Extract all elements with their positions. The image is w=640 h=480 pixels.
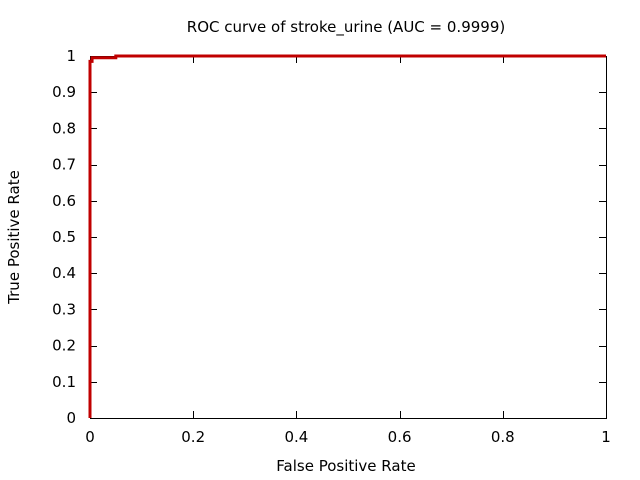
y-tick-label: 0	[66, 409, 76, 427]
y-tick-label: 0.6	[52, 192, 76, 210]
y-tick-label: 0.8	[52, 119, 76, 137]
chart-title: ROC curve of stroke_urine (AUC = 0.9999)	[187, 18, 505, 37]
plot-frame	[90, 56, 607, 419]
roc-curve-line	[88, 54, 606, 418]
x-tick-label: 0.6	[388, 428, 412, 446]
x-tick-label: 0.2	[181, 428, 205, 446]
y-tick-label: 0.9	[52, 83, 76, 101]
y-tick-label: 0.1	[52, 373, 76, 391]
y-tick-label: 0.5	[52, 228, 76, 246]
x-tick-label: 0.4	[284, 428, 308, 446]
y-tick-label: 0.7	[52, 156, 76, 174]
y-tick-label: 1	[66, 47, 76, 65]
y-tick-label: 0.3	[52, 300, 76, 318]
y-tick-label: 0.2	[52, 337, 76, 355]
x-tick-label: 1	[601, 428, 611, 446]
x-tick-label: 0	[85, 428, 95, 446]
series-group	[88, 54, 607, 419]
x-axis-label: False Positive Rate	[276, 457, 415, 475]
axis-ticks: 0 0.2 0.4 0.6 0.8 1 0 0.1 0.2 0.3 0.4 0.5 0.6 0.7 0.8 0…	[52, 47, 611, 446]
y-tick-label: 0.4	[52, 264, 76, 282]
x-tick-label: 0.8	[491, 428, 515, 446]
y-axis-label: True Positive Rate	[5, 170, 23, 305]
